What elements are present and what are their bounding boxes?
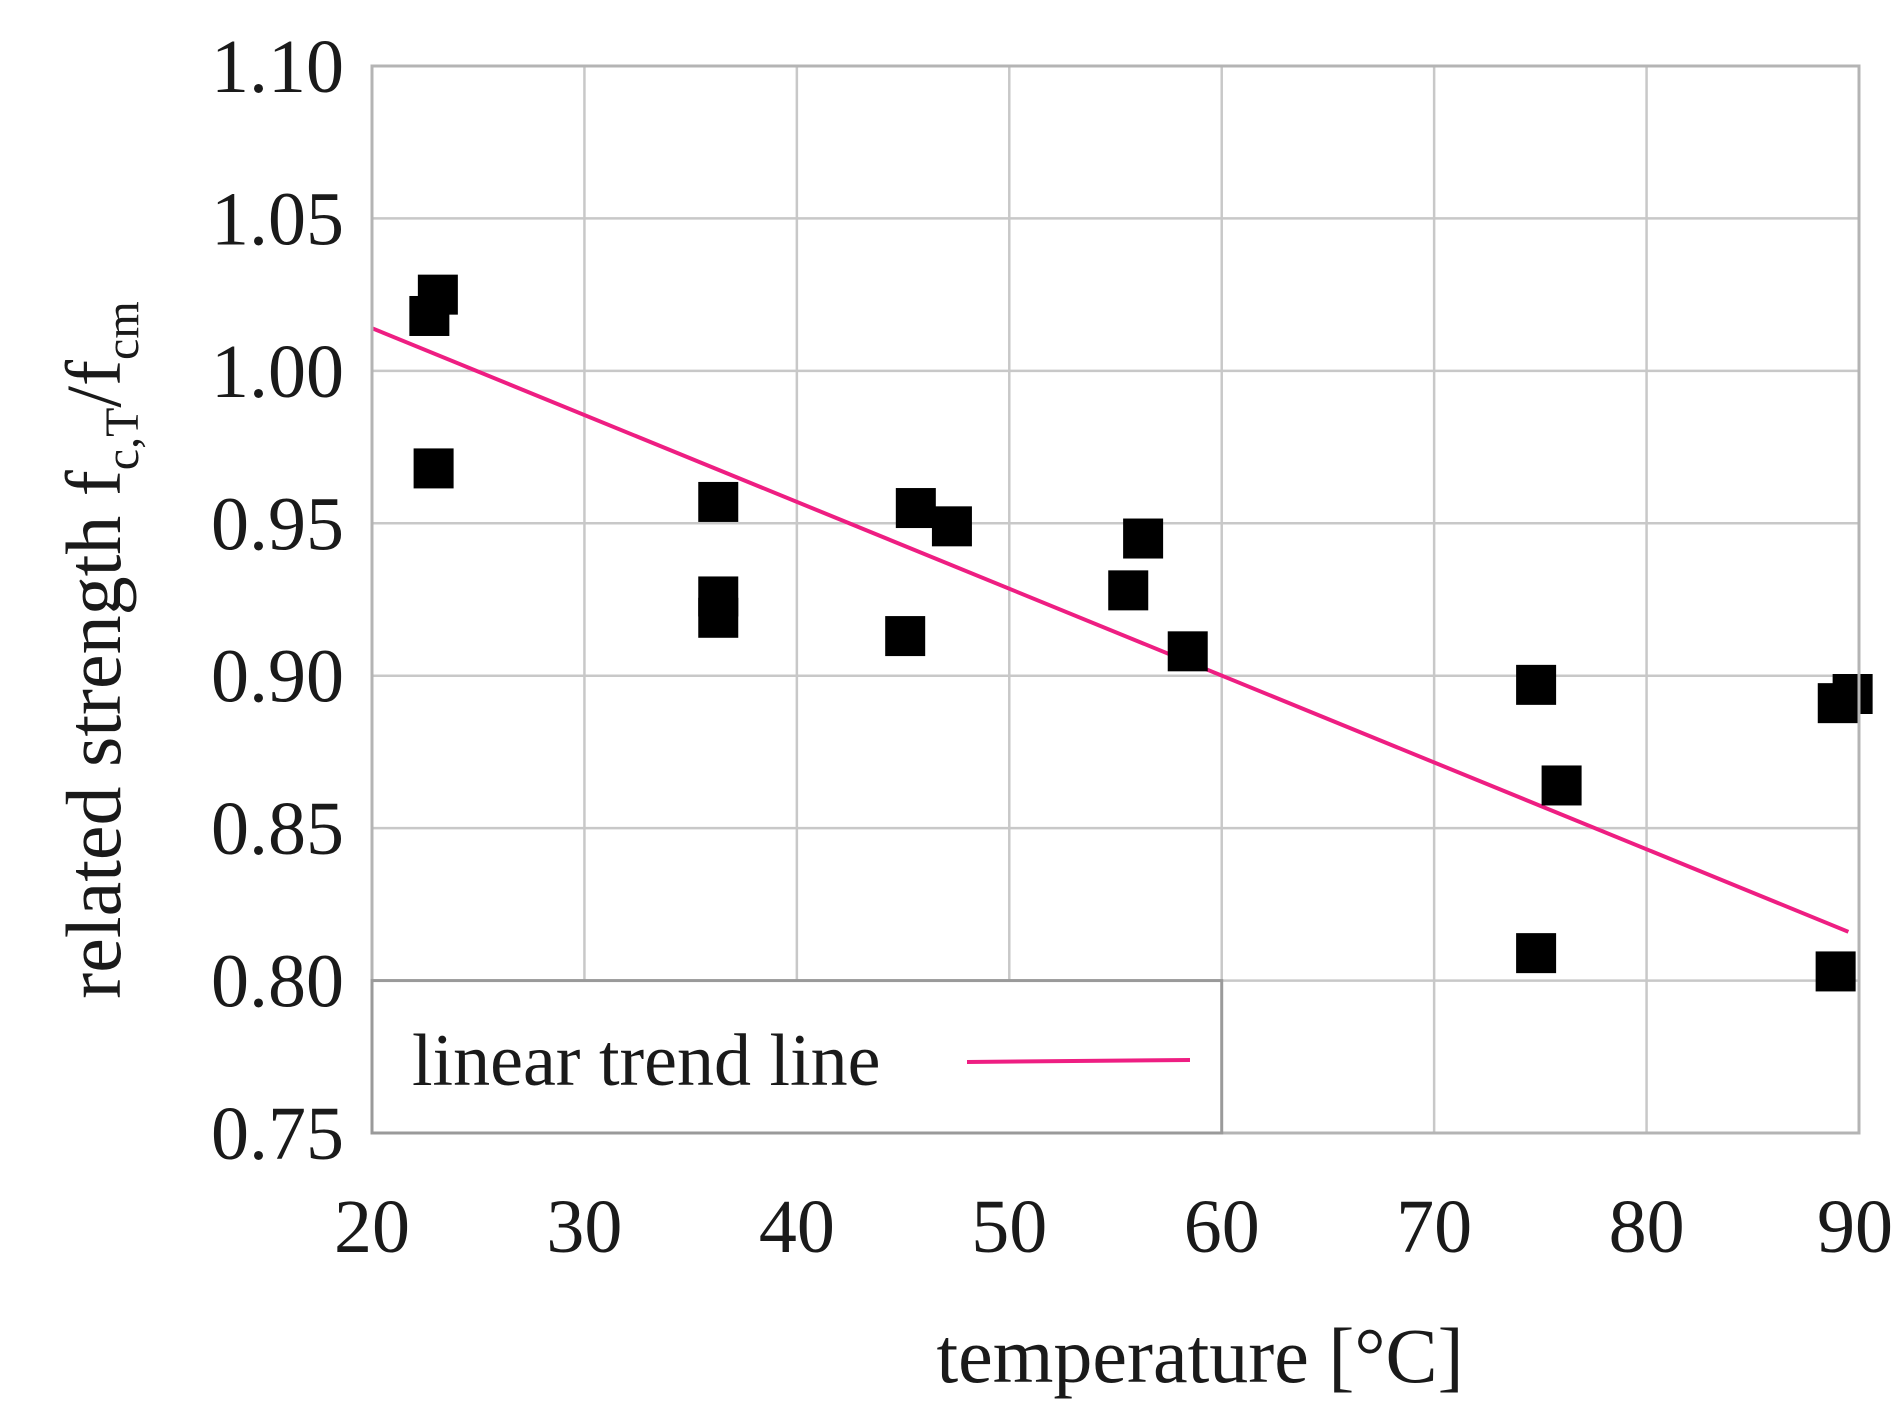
data-point xyxy=(1108,570,1149,611)
x-tick-labels: 20 30 40 50 60 70 80 90 xyxy=(334,1185,1893,1269)
data-point xyxy=(1516,664,1557,705)
data-point xyxy=(885,616,926,657)
x-tick-label: 20 xyxy=(334,1185,410,1269)
y-tick-labels: 0.75 0.80 0.85 0.90 0.95 1.00 1.05 1.10 xyxy=(211,25,344,1176)
trend-line-layer xyxy=(371,326,1850,934)
trend-line xyxy=(371,326,1850,934)
y-tick-label: 0.90 xyxy=(211,635,344,719)
x-tick-label: 80 xyxy=(1609,1185,1685,1269)
legend-box xyxy=(370,979,1224,1135)
x-tick-label: 30 xyxy=(546,1185,622,1269)
y-tick-label: 1.00 xyxy=(211,330,344,414)
data-point xyxy=(1815,951,1856,992)
data-points xyxy=(409,274,1873,992)
data-point xyxy=(1167,631,1208,672)
y-axis-title: related strength fc,T/fcm xyxy=(50,301,149,998)
y-tick-label: 0.95 xyxy=(211,482,344,566)
grid xyxy=(370,64,1861,1135)
data-point xyxy=(413,448,454,489)
y-tick-label: 1.10 xyxy=(211,25,344,109)
y-axis-title-sub2: cm xyxy=(96,301,149,360)
legend-line-swatch xyxy=(966,1058,1191,1064)
data-point xyxy=(698,481,739,522)
data-point xyxy=(895,488,936,529)
y-tick-label: 0.80 xyxy=(211,940,344,1024)
y-tick-label: 0.85 xyxy=(211,787,344,871)
y-axis-title-mid: /f xyxy=(50,360,137,408)
x-tick-label: 90 xyxy=(1817,1185,1893,1269)
data-point xyxy=(698,597,739,638)
data-point xyxy=(1832,674,1873,715)
x-tick-label: 60 xyxy=(1184,1185,1260,1269)
y-axis-title-main: related strength f xyxy=(50,470,137,998)
data-point xyxy=(1541,765,1582,806)
data-point xyxy=(417,274,458,315)
y-tick-label: 0.75 xyxy=(211,1092,344,1176)
data-point xyxy=(1516,933,1557,974)
legend: linear trend line xyxy=(370,979,1224,1135)
x-tick-label: 70 xyxy=(1396,1185,1472,1269)
x-tick-label: 50 xyxy=(971,1185,1047,1269)
data-point xyxy=(931,506,972,547)
y-tick-label: 1.05 xyxy=(211,177,344,261)
y-axis-title-sub1: c,T xyxy=(96,408,149,471)
data-point xyxy=(1123,518,1164,559)
x-tick-label: 40 xyxy=(759,1185,835,1269)
x-axis-title: temperature [°C] xyxy=(936,1312,1463,1399)
legend-label: linear trend line xyxy=(412,1020,880,1102)
